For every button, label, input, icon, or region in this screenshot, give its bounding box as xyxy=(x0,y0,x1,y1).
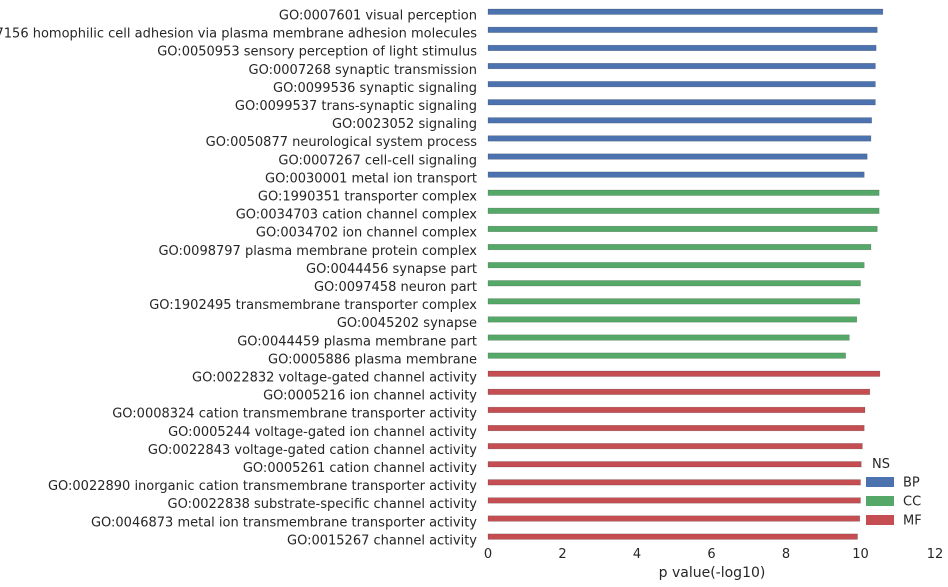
bar-mf-20 xyxy=(487,370,881,377)
bar-mf-27 xyxy=(487,497,861,504)
category-label: GO:0005244 voltage-gated ion channel act… xyxy=(168,425,477,440)
legend-title: NS xyxy=(872,457,890,472)
category-label: GO:0034702 ion channel complex xyxy=(256,226,477,241)
legend-label-cc: CC xyxy=(903,495,921,510)
category-label: GO:0022843 voltage-gated cation channel … xyxy=(148,443,477,458)
category-label: GO:0044456 synapse part xyxy=(306,262,477,277)
category-label: GO:0005261 cation channel activity xyxy=(243,461,477,476)
category-label: GO:0050877 neurological system process xyxy=(206,135,478,150)
bar-bp-8 xyxy=(487,153,868,160)
category-label: GO:1902495 transmembrane transporter com… xyxy=(149,298,477,313)
bar-cc-14 xyxy=(487,262,865,269)
legend: NS BP CC MF xyxy=(866,457,922,529)
bar-bp-6 xyxy=(487,117,872,124)
category-label: GO:0022890 inorganic cation transmembran… xyxy=(48,479,477,494)
category-label: GO:0007156 homophilic cell adhesion via … xyxy=(0,27,477,42)
x-axis-title: p value(-log10) xyxy=(659,565,766,581)
bar-cc-17 xyxy=(487,316,858,323)
x-tick-label: 6 xyxy=(707,547,715,562)
category-label: GO:0099537 trans-synaptic signaling xyxy=(235,99,477,114)
category-label: GO:0007267 cell-cell signaling xyxy=(278,153,477,168)
bar-cc-18 xyxy=(487,334,850,341)
bar-cc-19 xyxy=(487,352,846,359)
category-label: GO:0046873 metal ion transmembrane trans… xyxy=(91,515,477,530)
category-label: GO:0015267 channel activity xyxy=(287,533,477,548)
category-label: GO:0023052 signaling xyxy=(332,117,477,132)
x-tick-label: 12 xyxy=(927,547,944,562)
legend-swatch-cc xyxy=(866,496,894,506)
category-label: GO:0005886 plasma membrane xyxy=(268,352,477,367)
bar-bp-5 xyxy=(487,99,876,106)
bar-mf-28 xyxy=(487,515,861,522)
category-label: GO:0098797 plasma membrane protein compl… xyxy=(158,244,477,259)
bar-bp-3 xyxy=(487,62,876,70)
bar-bp-4 xyxy=(487,81,876,88)
x-tick-label: 2 xyxy=(558,547,566,562)
bar-cc-16 xyxy=(487,298,861,305)
category-label: GO:0007268 synaptic transmission xyxy=(249,63,477,78)
category-label: GO:0045202 synapse xyxy=(337,316,477,331)
bar-mf-22 xyxy=(487,406,866,414)
legend-label-mf: MF xyxy=(903,514,922,529)
x-tick-label: 0 xyxy=(484,547,492,562)
category-labels: GO:0007601 visual perception GO:0007156 h… xyxy=(0,9,477,549)
legend-swatch-bp xyxy=(866,477,894,487)
bar-bp-9 xyxy=(487,171,865,178)
bar-bp-7 xyxy=(487,135,872,142)
bar-mf-21 xyxy=(487,388,871,395)
category-label: GO:0030001 metal ion transport xyxy=(265,171,477,186)
category-label: GO:0007601 visual perception xyxy=(279,9,477,24)
bar-cc-10 xyxy=(487,189,880,196)
bar-bp-1 xyxy=(487,26,878,33)
category-label: GO:0050953 sensory perception of light s… xyxy=(157,45,477,60)
category-label: GO:0008324 cation transmembrane transpor… xyxy=(112,407,477,422)
x-tick-labels: 0 2 4 6 8 10 12 xyxy=(484,547,943,562)
legend-label-bp: BP xyxy=(903,476,920,491)
bar-cc-12 xyxy=(487,225,878,232)
bar-mf-24 xyxy=(487,443,863,450)
x-tick-label: 10 xyxy=(852,547,869,562)
x-tick-label: 4 xyxy=(633,547,641,562)
legend-swatch-mf xyxy=(866,515,894,525)
bar-cc-11 xyxy=(487,207,880,214)
bar-mf-29 xyxy=(487,533,858,540)
category-label: GO:0097458 neuron part xyxy=(314,280,477,295)
category-label: GO:0099536 synaptic signaling xyxy=(273,81,477,96)
category-label: GO:0022832 voltage-gated channel activit… xyxy=(192,371,477,386)
category-label: GO:0022838 substrate-specific channel ac… xyxy=(168,497,478,512)
category-label: GO:0044459 plasma membrane part xyxy=(237,334,477,349)
bar-mf-26 xyxy=(487,479,861,486)
bar-bp-0 xyxy=(487,8,884,15)
bar-cc-13 xyxy=(487,244,872,251)
x-tick-label: 8 xyxy=(782,547,790,562)
bar-mf-23 xyxy=(487,424,865,432)
bars-layer xyxy=(487,8,884,540)
category-label: GO:1990351 transporter complex xyxy=(258,190,477,205)
bar-cc-15 xyxy=(487,280,861,287)
bar-bp-2 xyxy=(487,44,877,52)
bar-mf-25 xyxy=(487,461,862,468)
category-label: GO:0005216 ion channel activity xyxy=(263,389,477,404)
legend-entries: BP CC MF xyxy=(866,476,922,529)
category-label: GO:0034703 cation channel complex xyxy=(236,208,478,223)
